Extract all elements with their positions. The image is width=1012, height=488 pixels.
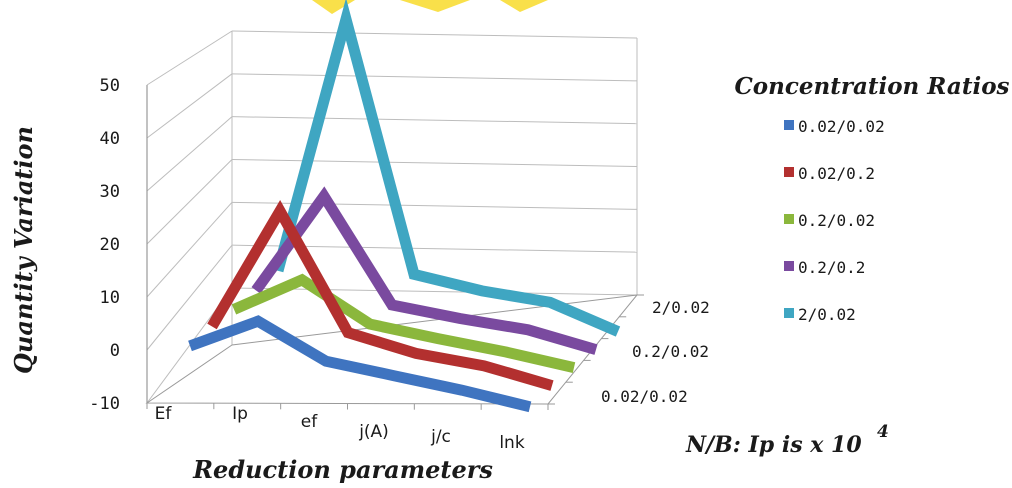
depth-tick-label: 0.02/0.02 <box>601 387 688 406</box>
gridline <box>231 116 638 125</box>
y-axis: 50 40 30 20 10 0 -10 <box>89 76 120 414</box>
chart-floor <box>145 294 644 410</box>
gridline <box>146 73 233 139</box>
y-tick-label: 20 <box>100 235 120 255</box>
x-tick-label: lnk <box>499 433 524 453</box>
series-line-0-02-0-02 <box>188 315 532 413</box>
x-axis: Ef Ip ef j(A) j/c lnk <box>155 404 525 453</box>
legend-label: 0.02/0.2 <box>798 164 875 183</box>
depth-tick-label: 0.2/0.02 <box>632 342 709 361</box>
chart-gridlines <box>146 30 638 404</box>
legend-label: 0.02/0.02 <box>798 117 885 136</box>
gridline <box>231 159 638 167</box>
x-tick-label: Ip <box>232 404 248 424</box>
x-tick-label: j/c <box>430 427 451 447</box>
y-tick-label: -10 <box>89 394 120 414</box>
scale-note: N/B: Ip is x 10 4 <box>685 422 889 458</box>
x-tick-label: j(A) <box>358 422 389 442</box>
legend: Concentration Ratios 0.02/0.02 0.02/0.2 0.… <box>734 73 1009 324</box>
y-tick-label: 40 <box>100 129 120 149</box>
legend-swatch <box>784 120 794 130</box>
y-axis-title: Quantity Variation <box>9 126 38 374</box>
y-tick-label: 30 <box>100 182 120 202</box>
legend-swatch <box>784 261 794 271</box>
x-axis-title: Reduction parameters <box>192 455 493 484</box>
legend-label: 0.2/0.2 <box>798 258 865 277</box>
x-tick-label: Ef <box>155 404 173 424</box>
y-tick-label: 50 <box>100 76 120 96</box>
legend-title: Concentration Ratios <box>734 73 1009 100</box>
scale-note-superscript: 4 <box>877 422 889 442</box>
legend-label: 2/0.02 <box>798 305 856 324</box>
legend-swatch <box>784 308 794 318</box>
gridline <box>231 287 638 296</box>
scale-note-text: N/B: Ip is x 10 <box>685 432 862 458</box>
y-tick-label: 10 <box>100 288 120 308</box>
gridline <box>146 116 233 192</box>
y-tick-label: 0 <box>110 341 120 361</box>
gridline <box>146 244 233 351</box>
gridline <box>146 201 233 298</box>
legend-label: 0.2/0.02 <box>798 211 875 230</box>
series-line-0-2-0-2 <box>251 186 598 355</box>
gridline <box>146 30 233 86</box>
legend-swatch <box>784 214 794 224</box>
depth-tick-label: 2/0.02 <box>652 298 710 317</box>
series-line-2-0-02 <box>272 0 621 337</box>
gridline <box>146 159 233 245</box>
series-line-0-2-0-02 <box>231 273 576 373</box>
gridline <box>231 73 638 82</box>
depth-axis: 2/0.02 0.2/0.02 0.02/0.02 <box>601 298 710 406</box>
series-line-0-02-0-2 <box>207 199 554 391</box>
legend-swatch <box>784 167 794 177</box>
top-banner-decoration <box>312 0 548 14</box>
chart-series <box>188 0 621 413</box>
gridline <box>231 30 638 39</box>
x-tick-label: ef <box>301 412 318 432</box>
